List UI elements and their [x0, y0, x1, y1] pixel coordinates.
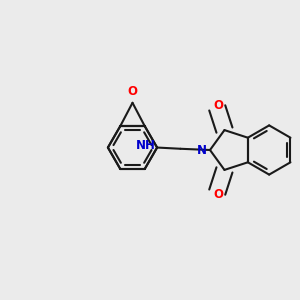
Text: NH: NH	[136, 139, 156, 152]
Text: O: O	[214, 99, 224, 112]
Text: N: N	[196, 143, 206, 157]
Text: O: O	[128, 85, 137, 98]
Text: O: O	[214, 188, 224, 201]
